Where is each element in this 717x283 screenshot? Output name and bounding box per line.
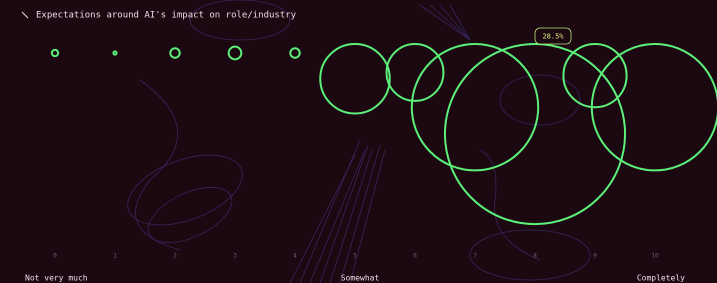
x-tick-label: 5 [353, 253, 357, 260]
scale-label: Completely [637, 274, 685, 283]
x-tick-label: 2 [173, 253, 177, 260]
x-tick-label: 0 [53, 253, 57, 260]
x-tick-label: 1 [113, 253, 117, 260]
chart-title: Expectations around AI's impact on role/… [36, 11, 297, 21]
x-tick-label: 10 [651, 253, 659, 260]
x-tick-label: 9 [593, 253, 597, 260]
value-label: 28.5% [542, 33, 564, 41]
scale-label: Somewhat [341, 274, 380, 283]
x-tick-label: 4 [293, 253, 297, 260]
background [0, 0, 717, 283]
chart: Expectations around AI's impact on role/… [0, 0, 717, 283]
x-tick-label: 8 [533, 253, 537, 260]
scale-label: Not very much [25, 274, 88, 283]
x-tick-label: 3 [233, 253, 237, 260]
x-tick-label: 6 [413, 253, 417, 260]
x-tick-label: 7 [473, 253, 477, 260]
